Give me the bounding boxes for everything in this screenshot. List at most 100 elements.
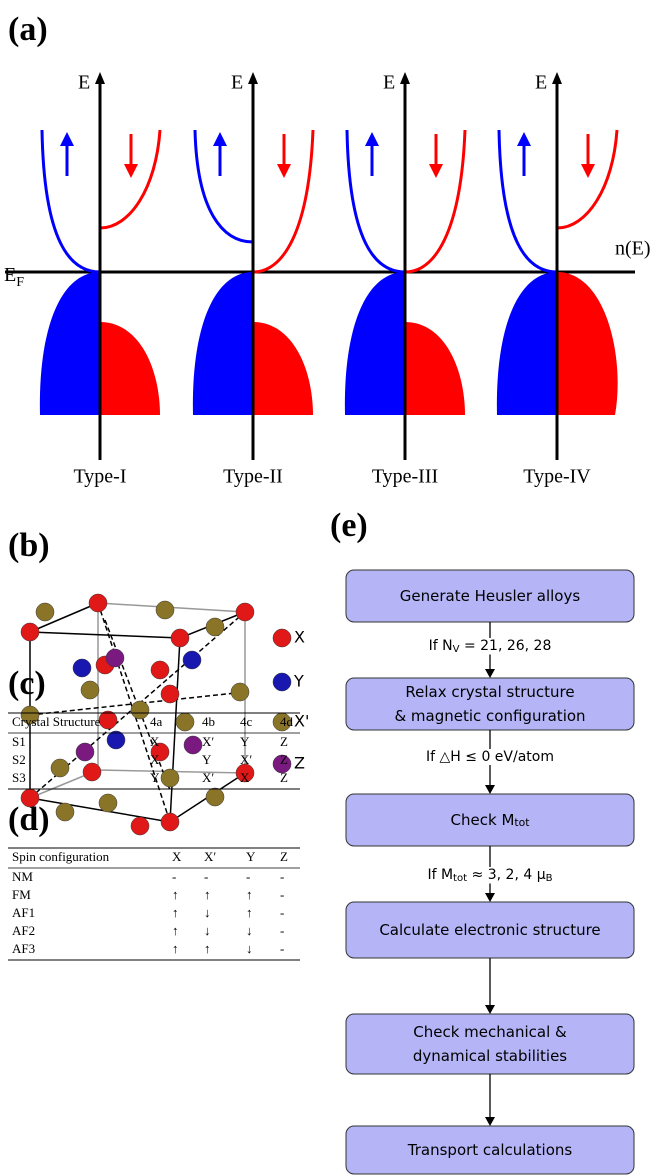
atom xyxy=(106,649,124,667)
atom xyxy=(176,713,194,731)
atom xyxy=(99,794,117,812)
table-header: X′ xyxy=(204,849,216,864)
table-cell: Y xyxy=(202,752,212,767)
type-label: Type-III xyxy=(372,466,438,488)
atom xyxy=(99,711,117,729)
text-run: Generate Heusler alloys xyxy=(400,587,581,605)
atom xyxy=(131,701,149,719)
atom xyxy=(206,788,224,806)
flow-text: dynamical stabilities xyxy=(413,1047,567,1065)
text-run: Check M xyxy=(451,811,515,829)
table-header: Z xyxy=(280,849,288,864)
table-header: 4b xyxy=(202,714,215,729)
table-cell: ↓ xyxy=(204,923,211,938)
table-cell: - xyxy=(246,869,250,884)
edge-label: If NV = 21, 26, 28 xyxy=(429,638,552,655)
flow-text: Check mechanical & xyxy=(413,1023,567,1041)
atom xyxy=(161,769,179,787)
table-cell: ↑ xyxy=(246,887,253,902)
table-cell: S2 xyxy=(12,752,26,767)
table-header: 4d xyxy=(280,714,294,729)
table-cell: S3 xyxy=(12,770,26,785)
table-cell: X′ xyxy=(240,752,252,767)
axis-label: E xyxy=(231,72,243,94)
atom xyxy=(81,681,99,699)
table-cell: X′ xyxy=(202,770,214,785)
text-run: & magnetic configuration xyxy=(394,707,585,725)
atom xyxy=(151,661,169,679)
spin-down-head xyxy=(429,164,443,178)
band-up xyxy=(195,130,253,242)
axis-label: E xyxy=(383,72,395,94)
table-header: 4a xyxy=(150,714,163,729)
legend-label: X xyxy=(294,628,305,647)
table-cell: ↑ xyxy=(172,905,179,920)
flow-arrow-head xyxy=(485,893,495,902)
atom xyxy=(183,651,201,669)
table-cell: ↑ xyxy=(204,941,211,956)
atom xyxy=(21,789,39,807)
table-cell: AF3 xyxy=(12,941,35,956)
spin-down-head xyxy=(124,164,138,178)
panel-label: (c) xyxy=(8,665,46,702)
subscript: B xyxy=(546,873,553,884)
table-cell: - xyxy=(280,905,284,920)
type-label: Type-I xyxy=(73,466,126,488)
table-cell: X′ xyxy=(202,734,214,749)
flow-arrow-head xyxy=(485,785,495,794)
table-cell: S1 xyxy=(12,734,26,749)
edge-label: If △H ≤ 0 eV/atom xyxy=(426,749,554,765)
table-cell: X xyxy=(150,734,160,749)
text-run: ≈ 3, 2, 4 μ xyxy=(467,867,546,883)
spin-up-head xyxy=(213,132,227,146)
axis-label: E xyxy=(78,72,90,94)
text-run: = 21, 26, 28 xyxy=(460,638,552,654)
table-header: Crystal Structure xyxy=(12,714,101,729)
table-cell: - xyxy=(172,869,176,884)
table-cell: ↓ xyxy=(246,923,253,938)
subscript: tot xyxy=(514,816,529,829)
atom xyxy=(21,623,39,641)
flow-text: Transport calculations xyxy=(407,1141,573,1159)
edge-label: If Mtot ≈ 3, 2, 4 μB xyxy=(427,867,552,884)
occupied-up xyxy=(497,272,557,415)
table-header: 4c xyxy=(240,714,253,729)
axis-arrow xyxy=(248,72,258,84)
table-cell: - xyxy=(280,869,284,884)
table-cell: ↓ xyxy=(204,905,211,920)
table-cell: ↑ xyxy=(204,887,211,902)
atom xyxy=(83,763,101,781)
table-header: X xyxy=(172,849,182,864)
table-header: Y xyxy=(246,849,256,864)
occupied-down xyxy=(253,322,313,415)
table-cell: ↑ xyxy=(246,905,253,920)
text-run: Transport calculations xyxy=(407,1141,573,1159)
flow-arrow-head xyxy=(485,1005,495,1014)
table-cell: NM xyxy=(12,869,33,884)
table-header: Spin configuration xyxy=(12,849,110,864)
table-cell: AF1 xyxy=(12,905,35,920)
table-cell: X xyxy=(240,770,250,785)
text-run: dynamical stabilities xyxy=(413,1047,567,1065)
atom xyxy=(184,736,202,754)
table-cell: Z xyxy=(280,752,288,767)
table-cell: - xyxy=(280,941,284,956)
spin-up-head xyxy=(365,132,379,146)
atom xyxy=(89,594,107,612)
table-cell: Z xyxy=(280,734,288,749)
flow-arrow-head xyxy=(485,669,495,678)
axis-arrow xyxy=(552,72,562,84)
occupied-down xyxy=(405,322,465,415)
table-cell: ↑ xyxy=(172,941,179,956)
table-cell: Y xyxy=(150,770,160,785)
spin-down-head xyxy=(277,164,291,178)
table-cell: - xyxy=(280,923,284,938)
text-run: Check mechanical & xyxy=(413,1023,567,1041)
table-cell: AF2 xyxy=(12,923,35,938)
occupied-down xyxy=(100,322,160,415)
axis-arrow xyxy=(400,72,410,84)
atom xyxy=(131,817,149,835)
legend-label: Z xyxy=(294,754,305,773)
flow-text: Relax crystal structure xyxy=(405,683,574,701)
axis-label: E xyxy=(535,72,547,94)
